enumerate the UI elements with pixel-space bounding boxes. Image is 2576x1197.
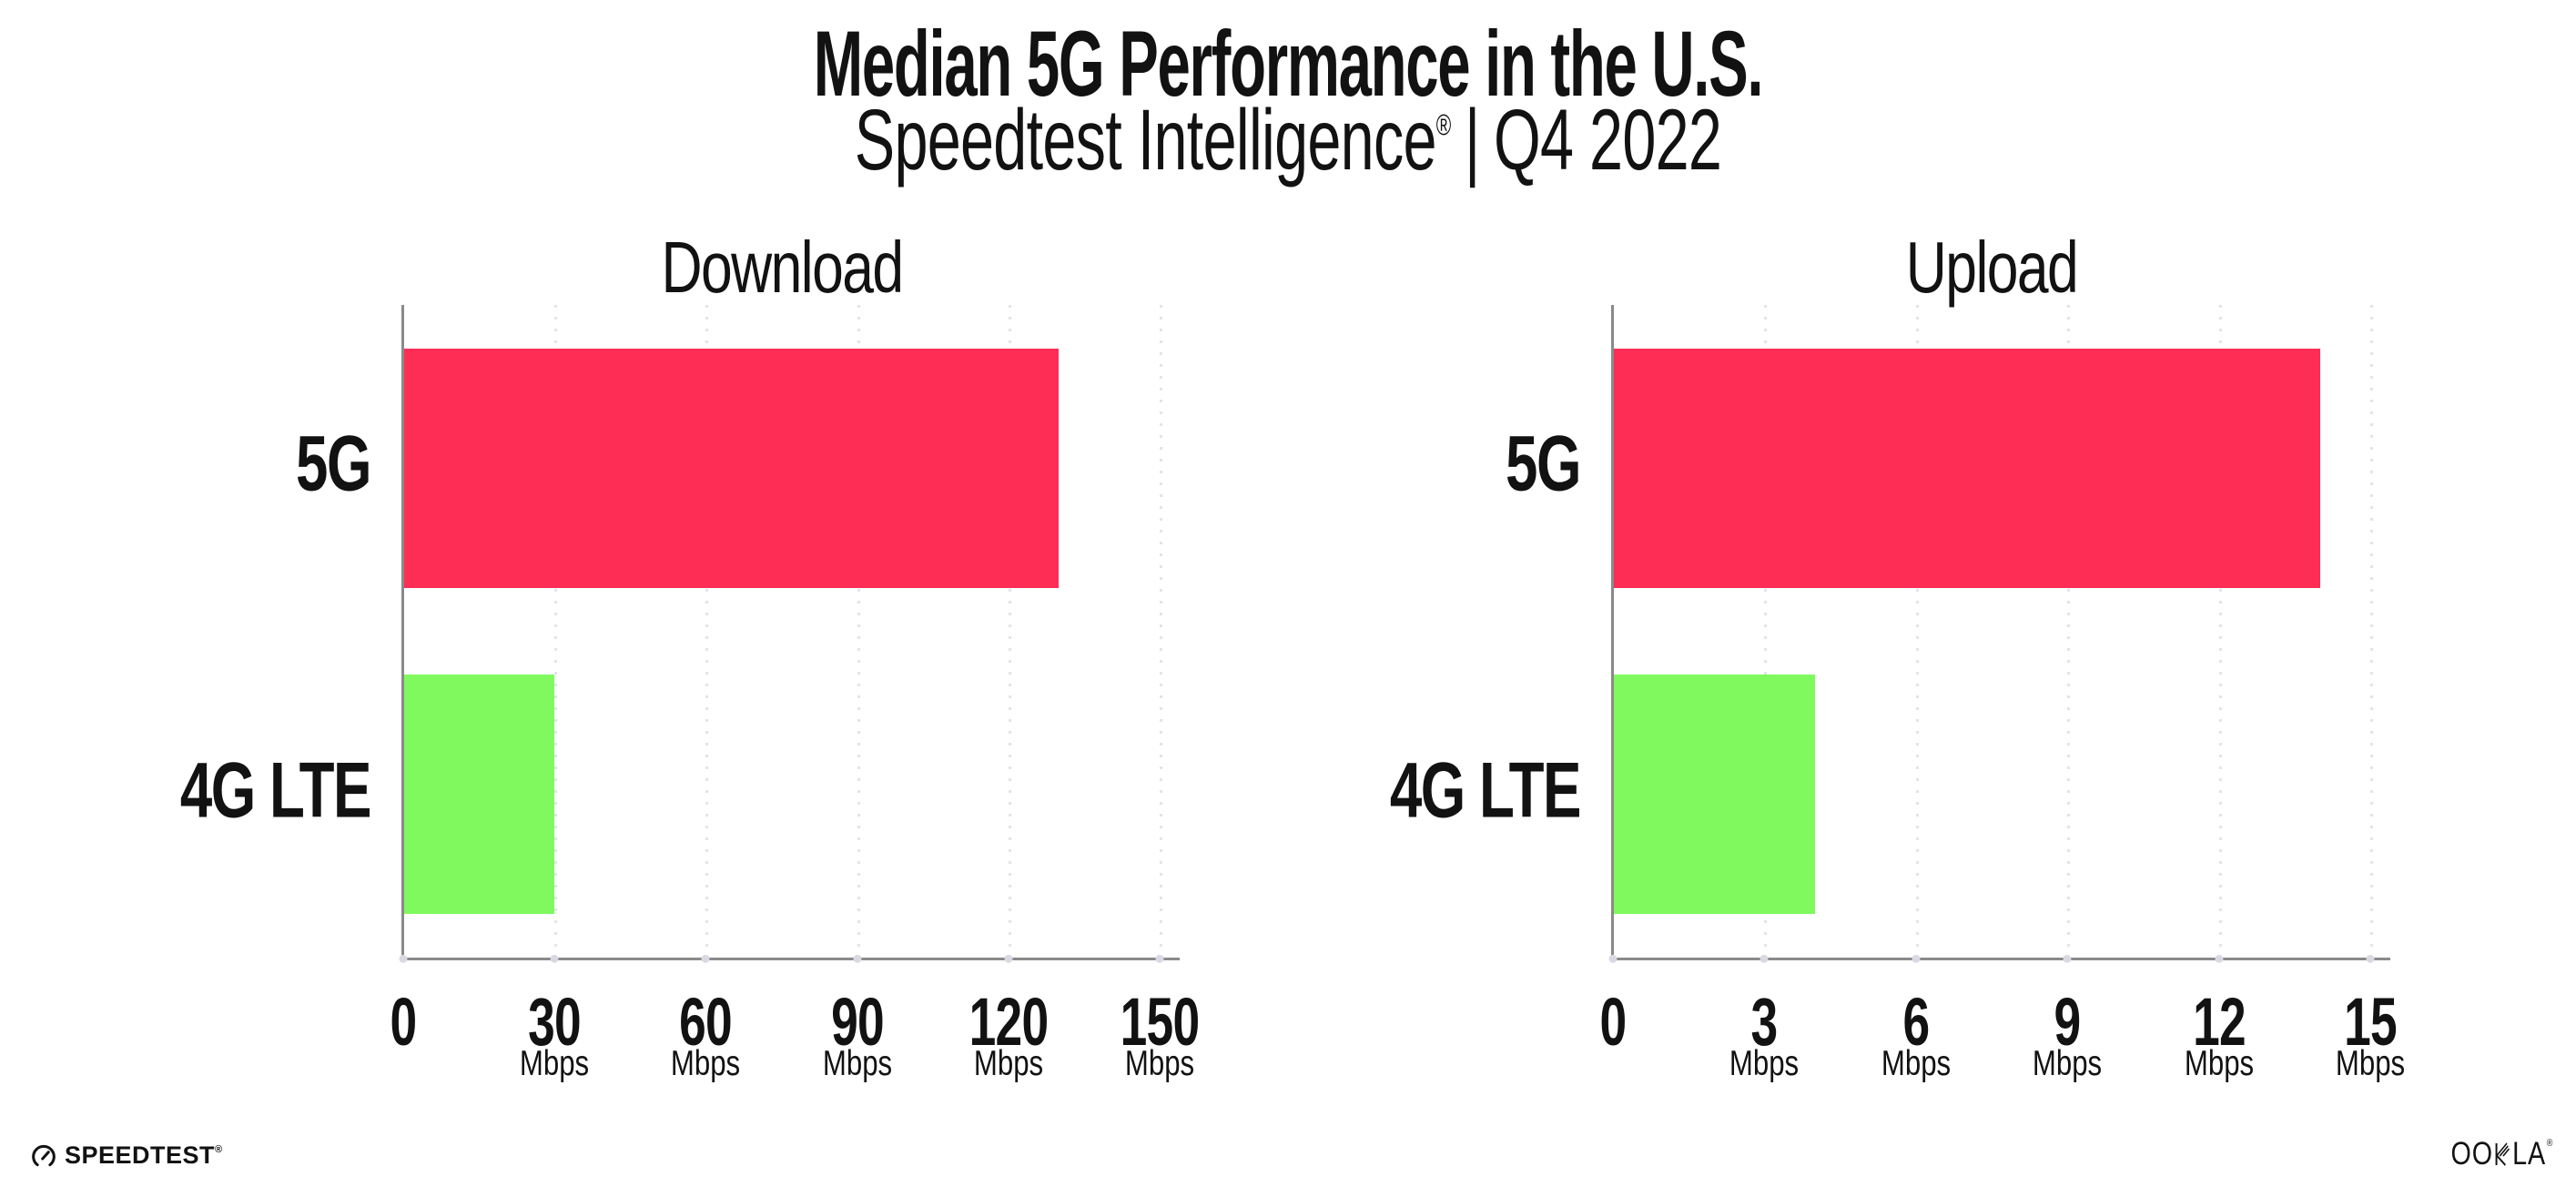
gridline-3: [1764, 305, 1768, 958]
axis-tick-dot-0: [1608, 954, 1618, 963]
x-tick-unit-60: Mbps: [671, 1044, 741, 1083]
x-tick-label-12: 12: [2192, 984, 2246, 1060]
gridline-9: [2067, 305, 2071, 958]
speedtest-trademark-icon: ®: [215, 1144, 223, 1155]
axis-tick-dot-6: [1912, 954, 1921, 963]
axis-tick-dot-0: [399, 954, 408, 963]
x-tick-unit-30: Mbps: [520, 1044, 590, 1083]
x-tick-label-0: 0: [390, 984, 418, 1060]
x-tick-unit-15: Mbps: [2335, 1044, 2406, 1083]
x-tick-label-150: 150: [1120, 984, 1200, 1060]
x-tick-label-0: 0: [1599, 984, 1628, 1060]
x-tick-label-6: 6: [1902, 984, 1930, 1060]
x-axis-line: [401, 958, 1180, 960]
y-axis-line: [1611, 305, 1614, 959]
x-tick-label-30: 30: [528, 984, 582, 1060]
x-tick-unit-6: Mbps: [1881, 1044, 1951, 1083]
x-axis-line: [1611, 958, 2390, 960]
ookla-logo: OO LA ®: [2450, 1136, 2552, 1172]
x-tick-unit-120: Mbps: [973, 1044, 1043, 1083]
ookla-trademark-icon: ®: [2546, 1138, 2552, 1149]
x-tick-label-15: 15: [2344, 984, 2398, 1060]
x-tick-label-60: 60: [679, 984, 733, 1060]
download-chart-title: Download: [660, 227, 904, 308]
bar-5g: [1613, 348, 2320, 588]
gridline-120: [1008, 305, 1011, 958]
gridline-150: [1160, 305, 1162, 958]
category-label-5g: 5G: [296, 420, 371, 508]
category-label-4g-lte: 4G LTE: [179, 746, 372, 835]
axis-tick-dot-120: [1004, 954, 1013, 963]
gridline-15: [2370, 305, 2373, 958]
subtitle-separator: |: [1464, 92, 1480, 188]
x-tick-unit-12: Mbps: [2184, 1044, 2254, 1083]
y-axis-line: [401, 305, 404, 959]
upload-chart-title: Upload: [1905, 227, 2079, 308]
x-tick-unit-90: Mbps: [822, 1044, 892, 1083]
subtitle-period: Q4 2022: [1493, 92, 1722, 188]
gridline-60: [705, 305, 709, 958]
ookla-logo-text-left: OO: [2450, 1136, 2493, 1172]
x-tick-label-120: 120: [969, 984, 1049, 1060]
gridline-90: [857, 305, 860, 958]
axis-tick-dot-30: [550, 954, 559, 963]
x-tick-label-3: 3: [1750, 984, 1779, 1060]
ookla-k-icon: [2494, 1141, 2510, 1167]
axis-tick-dot-12: [2215, 954, 2224, 963]
speedtest-logo: SPEEDTEST®: [31, 1141, 223, 1170]
x-tick-label-9: 9: [2054, 984, 2082, 1060]
registered-trademark-icon: ®: [1435, 108, 1451, 141]
x-tick-unit-150: Mbps: [1124, 1044, 1195, 1083]
axis-tick-dot-90: [853, 954, 862, 963]
gridline-6: [1915, 305, 1919, 958]
bar-5g: [403, 348, 1060, 588]
x-tick-unit-3: Mbps: [1729, 1044, 1800, 1083]
gridline-12: [2218, 305, 2222, 958]
axis-tick-dot-150: [1155, 954, 1164, 963]
ookla-logo-text-right: LA: [2511, 1136, 2546, 1172]
speedtest-gauge-icon: [31, 1143, 56, 1169]
axis-tick-dot-15: [2366, 954, 2375, 963]
x-tick-unit-9: Mbps: [2033, 1044, 2103, 1083]
gridline-30: [554, 305, 558, 958]
page-title: Median 5G Performance in the U.S.: [813, 12, 1764, 116]
speedtest-logo-text: SPEEDTEST®: [65, 1141, 223, 1169]
axis-tick-dot-60: [701, 954, 710, 963]
x-tick-label-90: 90: [830, 984, 885, 1060]
category-label-4g-lte: 4G LTE: [1389, 746, 1582, 835]
bar-4g-lte: [403, 675, 555, 915]
axis-tick-dot-3: [1760, 954, 1769, 963]
subtitle: Speedtest Intelligence® | Q4 2022: [854, 91, 1722, 190]
bar-4g-lte: [1613, 675, 1815, 915]
axis-tick-dot-9: [2063, 954, 2072, 963]
category-label-5g: 5G: [1506, 420, 1581, 508]
subtitle-product: Speedtest Intelligence: [854, 92, 1437, 188]
